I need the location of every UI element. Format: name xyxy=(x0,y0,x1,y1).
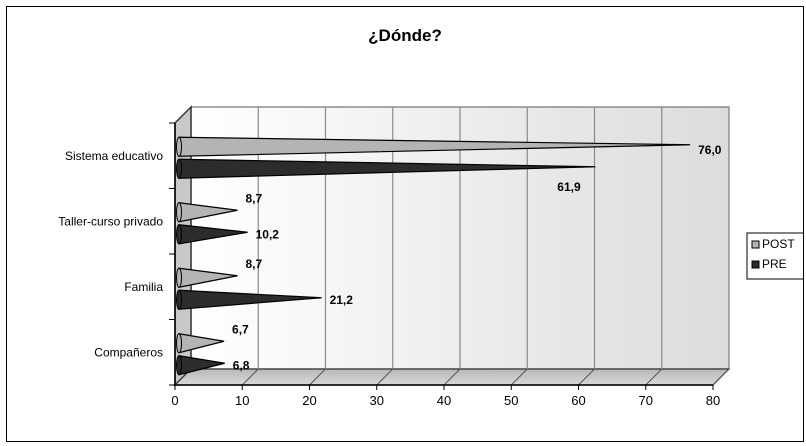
bar-base-pre xyxy=(176,289,182,310)
data-label: 76,0 xyxy=(698,143,722,157)
bar-base-post xyxy=(176,267,182,288)
floor-gridline xyxy=(443,368,461,386)
x-tick-label: 40 xyxy=(437,393,451,408)
floor-gridline xyxy=(712,368,730,386)
floor-gridline xyxy=(510,368,528,386)
category-label: Sistema educativo xyxy=(65,149,163,163)
bar-base-post xyxy=(176,333,182,354)
chart: ¿Dónde? 0 10 20 30 40 50 60 70 80 Sistema educati… xyxy=(58,26,806,408)
legend-label: PRE xyxy=(762,257,787,271)
x-tick-label: 70 xyxy=(639,393,653,408)
legend: POST PRE xyxy=(746,232,806,280)
chart-frame: ¿Dónde? 0 10 20 30 40 50 60 70 80 Sistema educati… xyxy=(6,6,806,442)
x-tick-label: 30 xyxy=(370,393,384,408)
category-label: Familia xyxy=(124,280,163,294)
data-label: 8,7 xyxy=(246,191,263,205)
floor-gridline xyxy=(241,368,259,386)
legend-swatch xyxy=(751,260,760,269)
category-label: Taller-curso privado xyxy=(58,214,163,228)
data-label: 8,7 xyxy=(246,257,263,271)
data-label: 61,9 xyxy=(557,180,581,194)
x-tick-label: 60 xyxy=(571,393,585,408)
floor-gridline xyxy=(309,368,326,386)
bar-base-pre xyxy=(176,224,182,245)
data-label: 21,2 xyxy=(330,293,354,307)
data-label: 6,7 xyxy=(232,322,249,336)
floor-gridline xyxy=(645,368,663,386)
x-tick-label: 80 xyxy=(706,393,720,408)
bar-base-post xyxy=(176,136,182,157)
plot-area: 0 10 20 30 40 50 60 70 80 Sistema educativo 76,0 61… xyxy=(58,105,731,408)
x-tick-label: 0 xyxy=(171,393,178,408)
legend-label: POST xyxy=(762,237,795,251)
x-tick-label: 10 xyxy=(235,393,249,408)
floor-gridline xyxy=(376,368,394,386)
data-label: 6,8 xyxy=(233,358,250,372)
bar-base-pre xyxy=(176,158,182,179)
x-tick-label: 20 xyxy=(302,393,316,408)
bar-base-post xyxy=(176,202,182,223)
chart-title: ¿Dónde? xyxy=(368,26,442,45)
legend-swatch xyxy=(751,240,760,249)
category-label: Compañeros xyxy=(94,345,163,359)
floor-gridline xyxy=(578,368,595,386)
bar-base-pre xyxy=(176,355,182,376)
x-tick-label: 50 xyxy=(504,393,518,408)
data-label: 10,2 xyxy=(256,227,280,241)
